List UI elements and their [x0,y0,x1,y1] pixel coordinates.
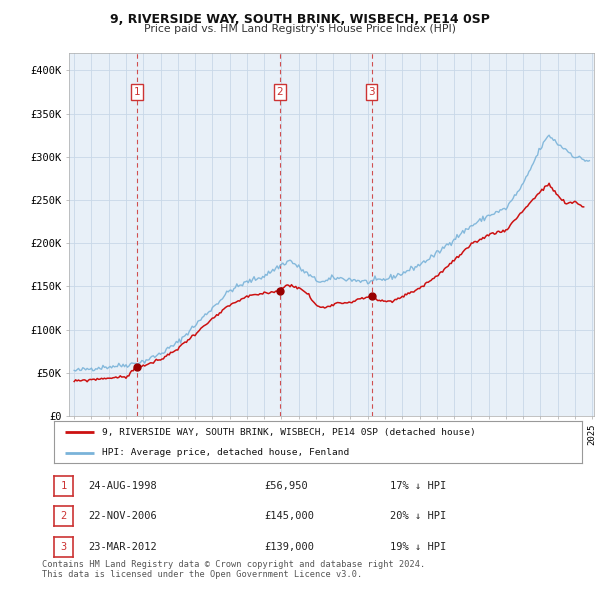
Text: 2: 2 [61,512,67,521]
Text: £139,000: £139,000 [264,542,314,552]
Text: 1: 1 [134,87,140,97]
Text: This data is licensed under the Open Government Licence v3.0.: This data is licensed under the Open Gov… [42,571,362,579]
Text: 9, RIVERSIDE WAY, SOUTH BRINK, WISBECH, PE14 0SP: 9, RIVERSIDE WAY, SOUTH BRINK, WISBECH, … [110,13,490,26]
Text: 1: 1 [61,481,67,490]
Text: 22-NOV-2006: 22-NOV-2006 [88,512,157,521]
Text: 3: 3 [61,542,67,552]
Text: 3: 3 [368,87,375,97]
Text: 9, RIVERSIDE WAY, SOUTH BRINK, WISBECH, PE14 0SP (detached house): 9, RIVERSIDE WAY, SOUTH BRINK, WISBECH, … [101,428,475,437]
Text: 19% ↓ HPI: 19% ↓ HPI [390,542,446,552]
Text: HPI: Average price, detached house, Fenland: HPI: Average price, detached house, Fenl… [101,448,349,457]
Text: Price paid vs. HM Land Registry's House Price Index (HPI): Price paid vs. HM Land Registry's House … [144,24,456,34]
Text: 24-AUG-1998: 24-AUG-1998 [88,481,157,490]
Text: 17% ↓ HPI: 17% ↓ HPI [390,481,446,490]
Text: 23-MAR-2012: 23-MAR-2012 [88,542,157,552]
Text: £56,950: £56,950 [264,481,308,490]
Text: 2: 2 [277,87,283,97]
Text: Contains HM Land Registry data © Crown copyright and database right 2024.: Contains HM Land Registry data © Crown c… [42,560,425,569]
Text: £145,000: £145,000 [264,512,314,521]
Text: 20% ↓ HPI: 20% ↓ HPI [390,512,446,521]
